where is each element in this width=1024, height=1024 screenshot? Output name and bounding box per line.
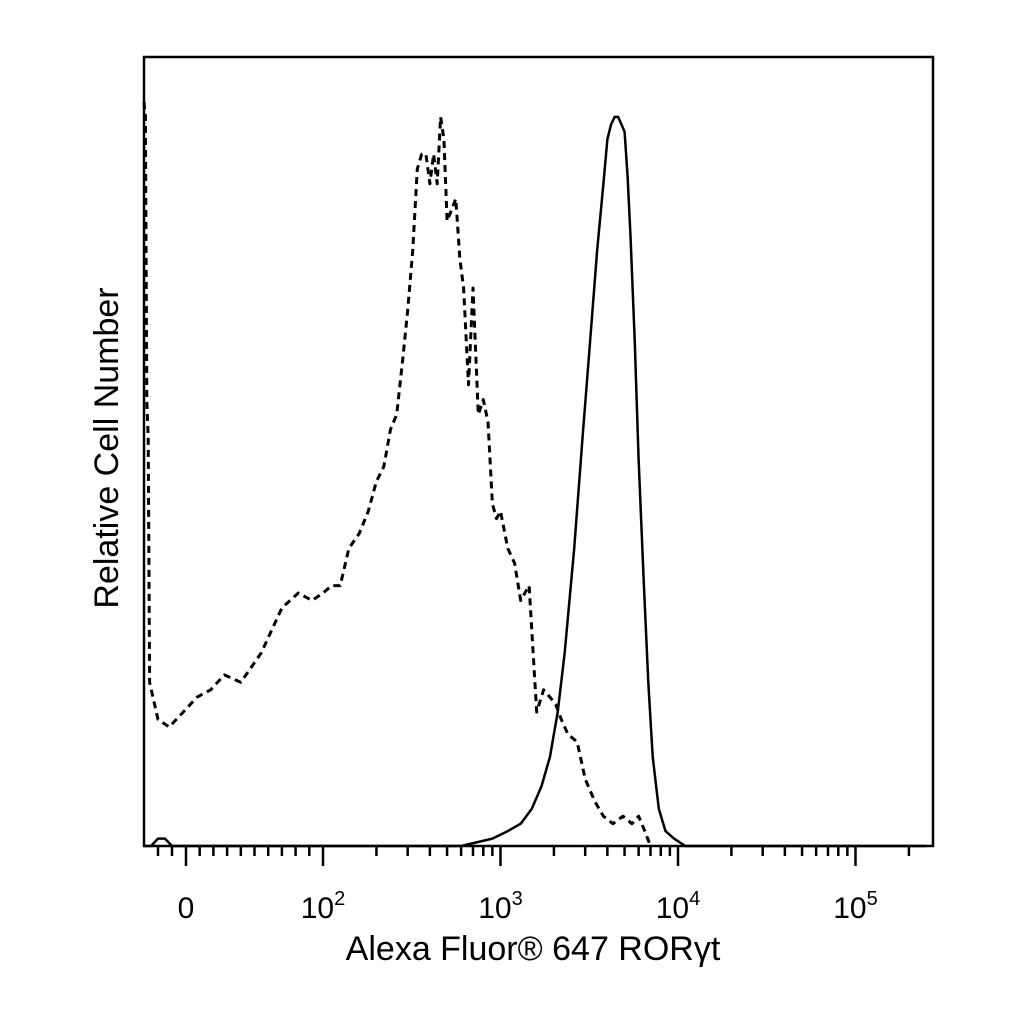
x-tick-label: 0 bbox=[178, 892, 195, 925]
x-tick-label: 102 bbox=[301, 888, 346, 925]
solid-histogram-line bbox=[144, 115, 927, 848]
series-layer bbox=[142, 101, 927, 848]
x-tick-label: 104 bbox=[656, 888, 701, 925]
plot-frame bbox=[142, 55, 935, 848]
x-tick-label: 103 bbox=[478, 888, 523, 925]
x-tick-label: 105 bbox=[833, 888, 878, 925]
x-axis-title: Alexa Fluor® 647 RORγt bbox=[346, 930, 721, 968]
dashed-histogram-line bbox=[142, 101, 652, 847]
x-tick-labels: 0 102 103 104 105 bbox=[178, 888, 878, 925]
x-axis-ticks bbox=[156, 846, 911, 866]
y-axis-title: Relative Cell Number bbox=[88, 287, 126, 608]
